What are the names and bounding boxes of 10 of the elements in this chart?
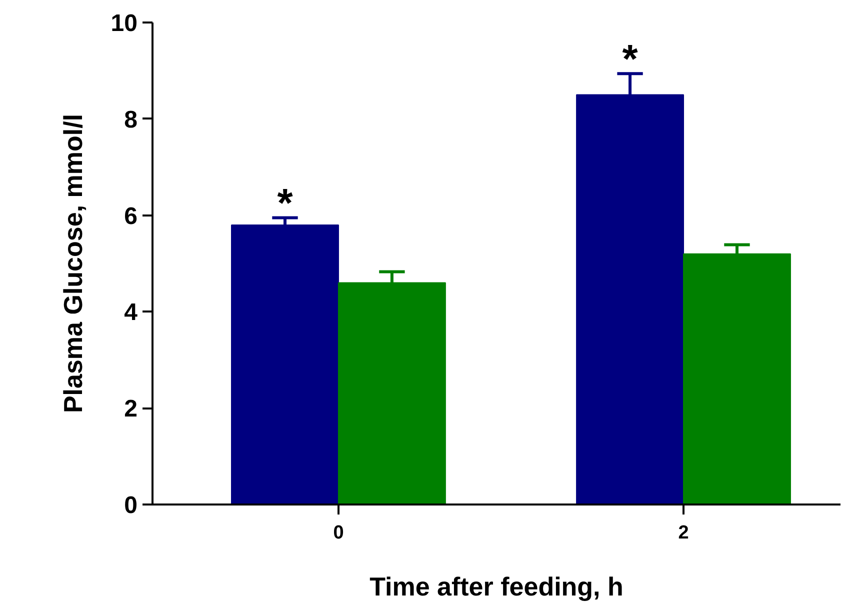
y-tick-label: 0	[124, 492, 138, 519]
y-tick-label: 8	[124, 106, 138, 134]
y-tick-label: 4	[124, 299, 138, 326]
x-axis-title: Time after feeding, h	[370, 572, 624, 602]
annotation: *	[277, 182, 294, 226]
y-tick-label: 2	[124, 396, 138, 423]
y-tick-label: 6	[124, 202, 138, 230]
y-axis-title: Plasma Glucose, mmol/l	[58, 114, 88, 414]
y-tick-label: 10	[110, 10, 138, 37]
annotation: *	[622, 38, 638, 82]
